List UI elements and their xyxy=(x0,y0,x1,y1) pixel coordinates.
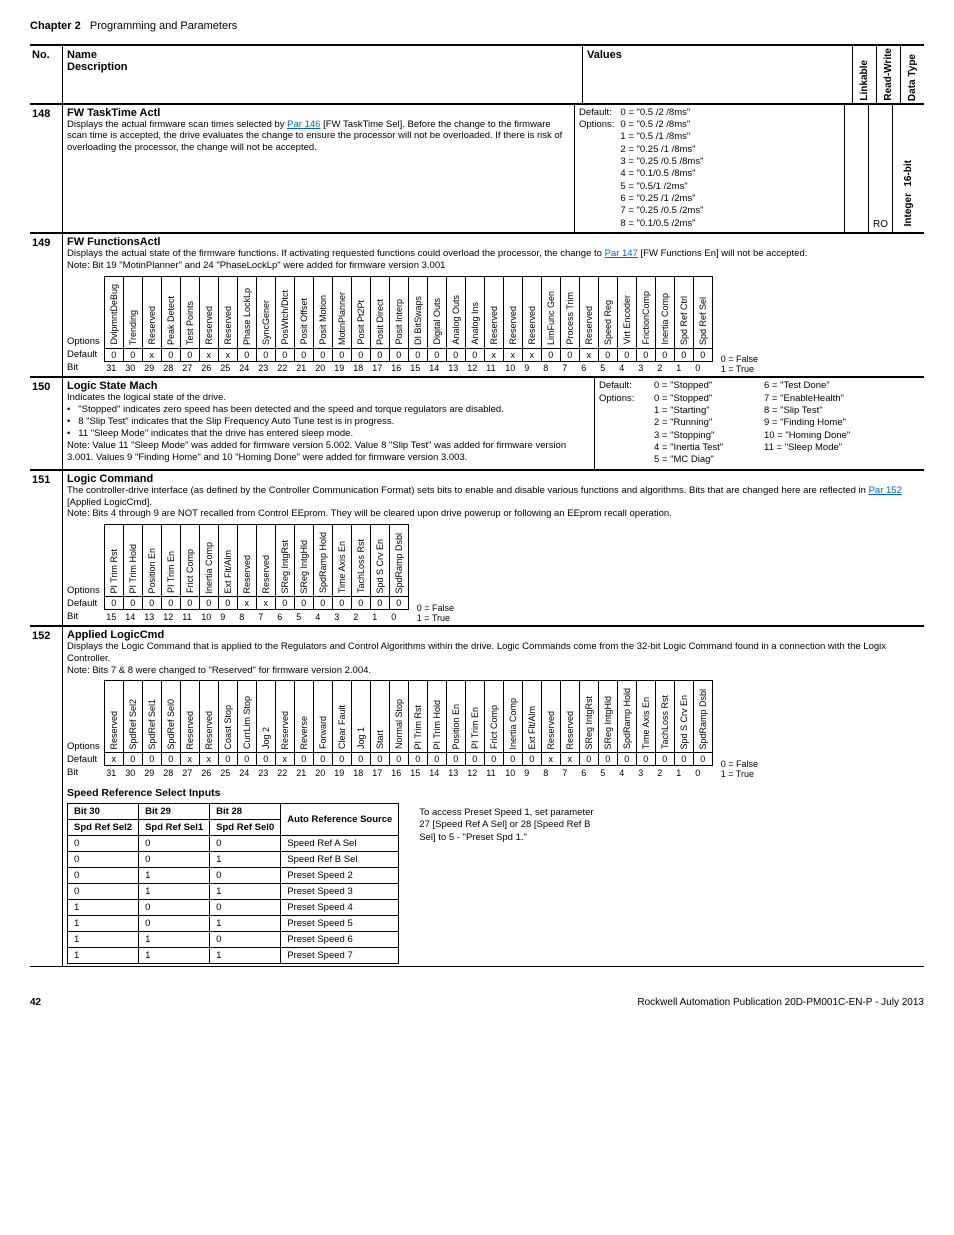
param-150: 150 Logic State Mach Indicates the logic… xyxy=(30,376,924,468)
bits-table-151: OptionsPI Trim RstPI Trim HoldPosition E… xyxy=(67,524,409,623)
table-header: No. Name Description Values Linkable Rea… xyxy=(30,44,924,103)
chapter-header: Chapter 2 Programming and Parameters xyxy=(30,20,924,32)
bits-table-152: OptionsReservedSpdRef Sel2SpdRef Sel1Spd… xyxy=(67,680,713,779)
link-par146[interactable]: Par 146 xyxy=(287,119,320,130)
param-151: 151 Logic Command The controller-drive i… xyxy=(30,469,924,625)
link-par147[interactable]: Par 147 xyxy=(605,248,638,259)
param-152: 152 Applied LogicCmd Displays the Logic … xyxy=(30,625,924,967)
srs-table: Bit 30Bit 29Bit 28Auto Reference SourceS… xyxy=(67,803,399,964)
param-148: 148 FW TaskTime Actl Displays the actual… xyxy=(30,103,924,232)
param-149: 149 FW FunctionsActl Displays the actual… xyxy=(30,232,924,376)
bits-table-149: OptionsDvlpmntDeBugTrendingReservedPeak … xyxy=(67,276,713,375)
link-par152[interactable]: Par 152 xyxy=(869,485,902,496)
page-footer: 42 Rockwell Automation Publication 20D-P… xyxy=(30,997,924,1008)
